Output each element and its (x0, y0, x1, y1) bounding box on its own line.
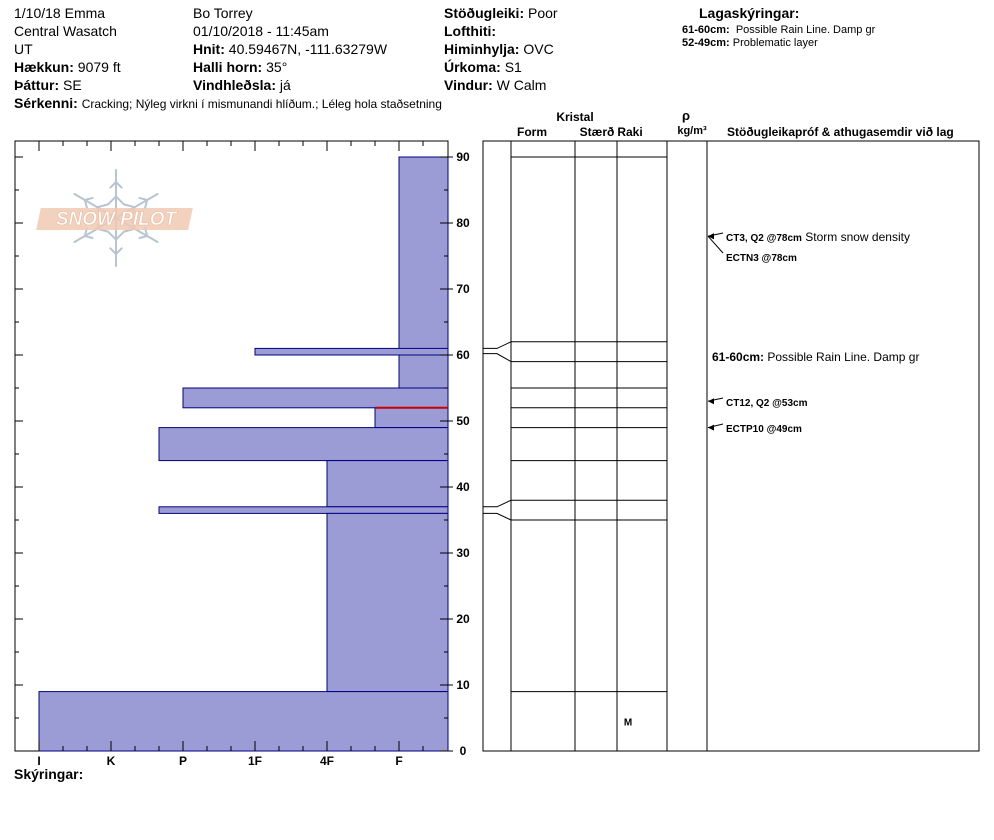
flake-branch-3-1-1 (115, 247, 123, 255)
hardness-bar-4 (374, 407, 449, 429)
test-arrowhead-3 (708, 398, 714, 405)
flake-branch-1-1-1 (138, 196, 149, 201)
flake-branch-4-1-1 (83, 235, 94, 240)
flake-branch-2-1-0 (138, 235, 149, 240)
connector-4 (483, 512, 512, 521)
form-header: Form (517, 125, 547, 139)
hardness-bar-1 (254, 347, 449, 356)
height-label-10: 10 (456, 678, 470, 692)
height-label-60: 60 (456, 348, 470, 362)
air-temp-row: Lofthiti: (444, 23, 497, 39)
stability-test-2: 61-60cm: Possible Rain Line. Damp gr (712, 350, 919, 364)
stability-row: Stöðugleiki: Poor (444, 5, 558, 21)
flake-branch-3-0-0 (107, 230, 117, 241)
tests-header: Stöðugleikapróf & athugasemdir við lag (727, 125, 954, 139)
layer-notes-title: Lagaskýringar: (699, 5, 800, 21)
stability-test-0: CT3, Q2 @78cm Storm snow density (726, 230, 910, 244)
connector-3 (483, 499, 512, 508)
hardness-label-1F: 1F (248, 754, 262, 768)
hardness-label-P: P (179, 754, 187, 768)
height-label-40: 40 (456, 480, 470, 494)
height-label-80: 80 (456, 216, 470, 230)
sky-row: Himinhylja: OVC (444, 41, 554, 57)
hardness-bar-7 (158, 506, 449, 514)
hardness-label-I: I (37, 754, 40, 768)
flake-branch-0-0-0 (115, 195, 125, 206)
stability-test-1: ECTN3 @78cm (726, 253, 797, 264)
height-label-90: 90 (456, 150, 470, 164)
hardness-label-K: K (107, 754, 116, 768)
flake-branch-5-0-0 (96, 203, 109, 209)
height-axis: 0 10 20 30 40 50 60 70 80 90 (448, 150, 470, 758)
layer-note-2: 52-49cm: Problematic layer (682, 37, 818, 49)
height-label-0: 0 (460, 744, 467, 758)
test-arrow-1 (707, 235, 724, 254)
logo-text: SNOW PILOT (56, 209, 178, 230)
stability-test-4: ECTP10 @49cm (726, 424, 802, 435)
stability-tests: CT3, Q2 @78cm Storm snow density ECTN3 @7… (707, 230, 919, 435)
state-name: UT (14, 41, 33, 57)
rho-header: ρ (682, 108, 690, 123)
test-arrowhead-1 (708, 233, 714, 240)
height-label-30: 30 (456, 546, 470, 560)
footer-notes-label: Skýringar: (14, 766, 84, 782)
flake-branch-1-1-0 (144, 199, 149, 209)
connector-2 (483, 353, 512, 363)
features-row: Sérkenni: Cracking; Nýleg virkni í mismu… (14, 95, 442, 111)
stability-test-3: CT12, Q2 @53cm (726, 398, 808, 409)
layer-note-1: 61-60cm: Possible Rain Line. Damp gr (682, 24, 876, 36)
flake-branch-3-0-1 (115, 230, 125, 241)
moisture-label-0: M (624, 717, 632, 728)
height-label-50: 50 (456, 414, 470, 428)
hardness-bar-6 (326, 460, 449, 508)
hardness-bar-0 (398, 156, 449, 356)
elevation-row: Hækkun: 9079 ft (14, 59, 121, 75)
hardness-bar-3 (182, 387, 449, 409)
wind-loading-row: Vindhleðsla: já (193, 77, 291, 93)
moisture-header: Raki (617, 125, 642, 139)
flake-branch-0-1-0 (115, 181, 123, 189)
crystal-header: Kristal (556, 110, 593, 124)
test-arrowhead-4 (708, 424, 714, 431)
flake-branch-1-0-1 (123, 203, 136, 209)
flake-branch-5-1-1 (83, 199, 88, 209)
hardness-label-F: F (395, 754, 402, 768)
snowpilot-logo: SNOW PILOT (36, 169, 193, 267)
observation-datetime: 01/10/2018 - 11:45am (193, 23, 329, 39)
hardness-bar-5 (158, 427, 449, 462)
date-observer: 1/10/18 Emma (14, 5, 106, 21)
hardness-label-4F: 4F (320, 754, 334, 768)
range-name: Central Wasatch (14, 23, 117, 39)
flake-branch-0-0-1 (107, 195, 117, 206)
slope-row: Halli horn: 35° (193, 59, 288, 75)
precip-row: Úrkoma: S1 (444, 59, 522, 75)
flake-branch-5-1-0 (83, 196, 94, 201)
layer-grid-frame (482, 140, 980, 752)
aspect-row: Þáttur: SE (14, 77, 82, 93)
hardness-ticks: I K P 1F 4F F (14, 141, 448, 768)
coordinates-row: Hnit: 40.59467N, -111.63279W (193, 41, 388, 57)
hardness-bars (38, 156, 449, 752)
layer-grid: M (483, 141, 708, 751)
wind-row: Vindur: W Calm (444, 77, 547, 93)
observer-name: Bo Torrey (193, 5, 253, 21)
hardness-bar-2 (398, 354, 449, 389)
connector-1 (483, 341, 512, 349)
size-header: Stærð (580, 125, 615, 139)
height-label-20: 20 (456, 612, 470, 626)
flake-branch-3-1-0 (109, 247, 117, 255)
hardness-bar-9 (38, 691, 449, 752)
density-header: kg/m³ (677, 125, 707, 137)
height-label-70: 70 (456, 282, 470, 296)
hardness-bar-8 (326, 512, 449, 693)
flake-branch-0-1-1 (109, 181, 117, 189)
